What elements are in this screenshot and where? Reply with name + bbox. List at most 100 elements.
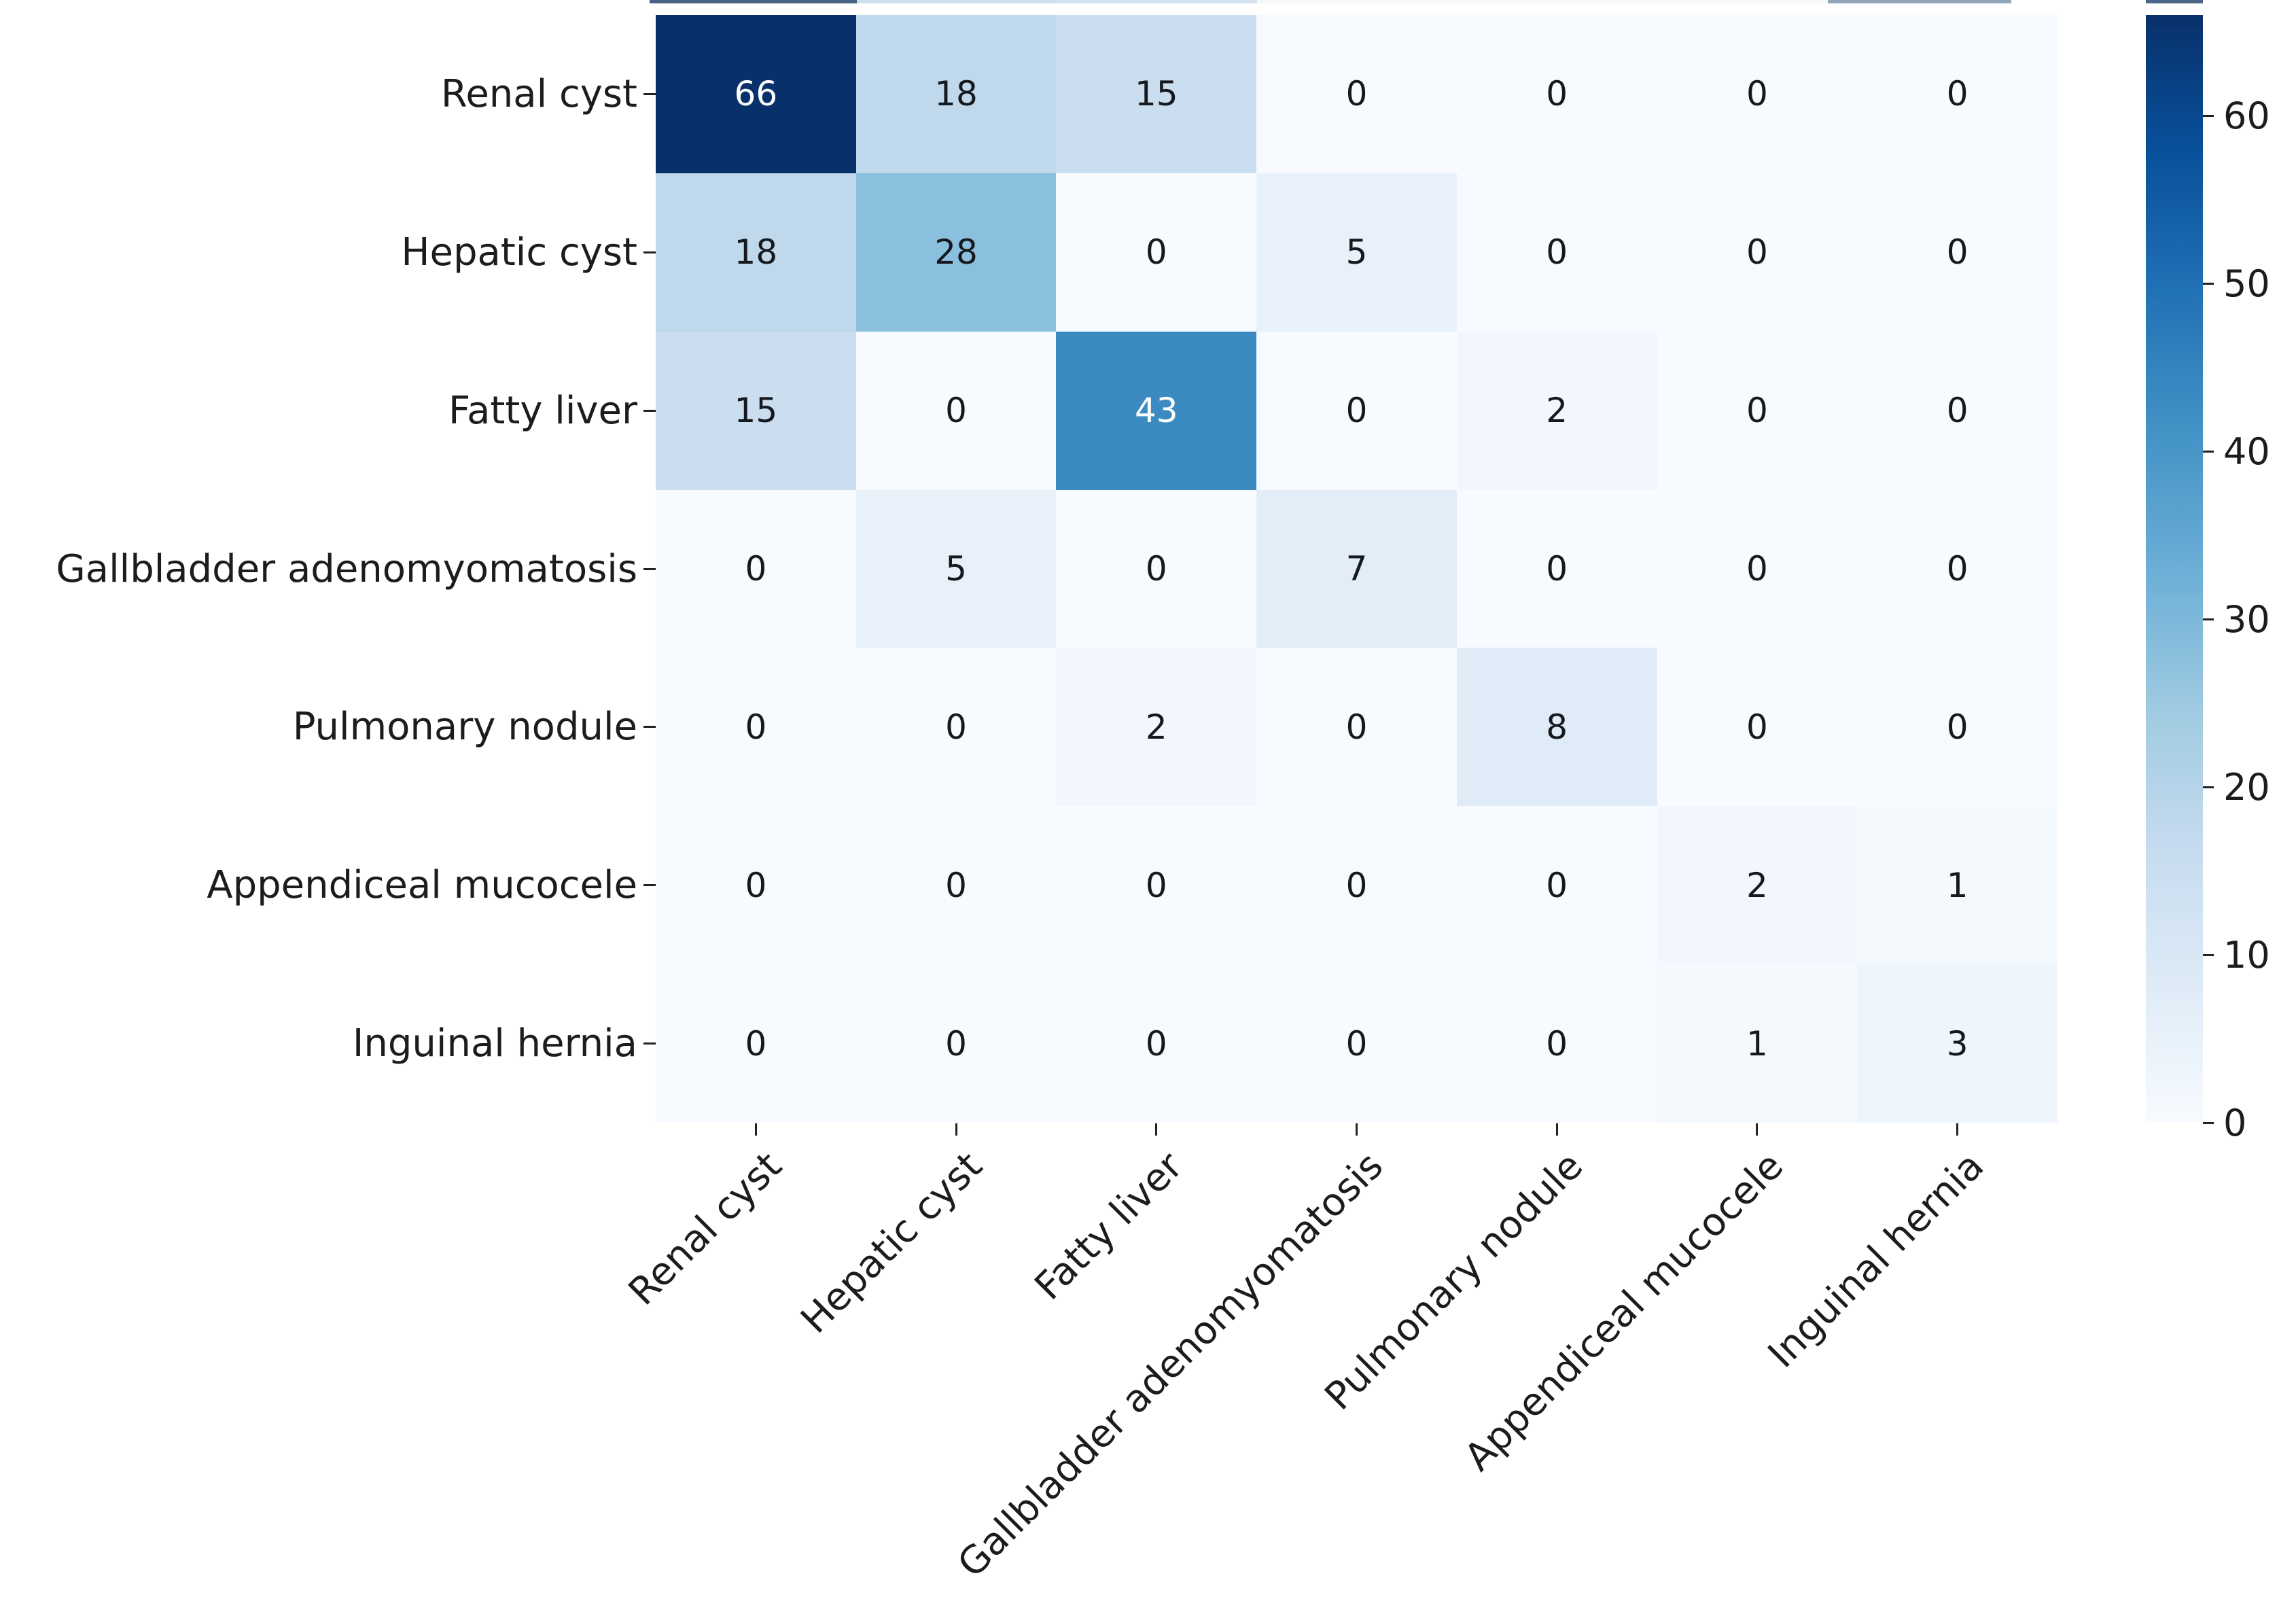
cell-annotation: 0 [1546,865,1568,905]
heatmap-cell: 2 [1657,806,1858,965]
x-axis-label: Hepatic cyst [792,1144,991,1342]
cell-annotation: 0 [1345,74,1368,114]
cropped-top-strip-segment [857,0,1057,3]
colorbar-tick-mark [2203,114,2214,117]
colorbar-tick-mark [2203,1121,2214,1124]
cell-annotation: 1 [1946,865,1968,905]
x-tick-mark [955,1123,957,1136]
colorbar-tick-label: 10 [2223,933,2270,977]
cell-annotation: 0 [1746,74,1768,114]
heatmap-cell: 43 [1056,331,1257,490]
heatmap-cell: 0 [1857,648,2057,807]
heatmap-cell: 0 [1657,489,1858,648]
heatmap-cell: 0 [1857,15,2057,173]
cropped-top-strip-segment [1057,0,1257,3]
cell-annotation: 28 [934,232,978,273]
cell-annotation: 5 [945,548,967,589]
cropped-top-strip-segment [1828,0,2011,3]
cell-annotation: 0 [1345,1023,1368,1064]
y-axis-label: Hepatic cyst [401,230,637,275]
y-tick-mark [643,726,656,729]
heatmap-cell: 1 [1657,964,1858,1123]
heatmap-cell: 0 [1056,173,1257,332]
heatmap-cell: 0 [1456,806,1657,965]
y-tick-mark [643,567,656,570]
heatmap-cell: 0 [1456,964,1657,1123]
heatmap-cell: 18 [656,173,856,332]
heatmap-cell: 28 [855,173,1057,332]
colorbar-tick-label: 40 [2223,429,2270,473]
heatmap-cell: 0 [855,806,1057,965]
cell-annotation: 8 [1546,707,1568,747]
heatmap-cell: 2 [1456,331,1657,490]
heatmap-cell: 2 [1056,648,1257,807]
cell-annotation: 66 [734,74,778,114]
cell-annotation: 18 [734,232,778,273]
heatmap-cell: 0 [1256,15,1457,173]
y-axis-label: Inguinal hernia [352,1021,637,1066]
colorbar-tick-mark [2203,282,2214,285]
heatmap-cell: 8 [1456,648,1657,807]
heatmap-cell: 0 [656,964,856,1123]
heatmap-cell: 15 [1056,15,1257,173]
heatmap-cell: 3 [1857,964,2057,1123]
cell-annotation: 0 [1746,707,1768,747]
cell-annotation: 0 [745,548,767,589]
cell-annotation: 0 [745,707,767,747]
heatmap-cell: 0 [1456,173,1657,332]
heatmap-cell: 0 [1657,173,1858,332]
cell-annotation: 0 [1345,391,1368,431]
heatmap-cell: 0 [1857,331,2057,490]
cell-annotation: 0 [1546,1023,1568,1064]
cell-annotation: 0 [1946,74,1968,114]
cell-annotation: 18 [934,74,978,114]
heatmap-cell: 0 [656,806,856,965]
y-axis-label: Pulmonary nodule [292,705,637,750]
cell-annotation: 0 [1345,707,1368,747]
cell-annotation: 0 [745,865,767,905]
heatmap-cell: 15 [656,331,856,490]
heatmap-cell: 0 [656,648,856,807]
cropped-top-strip-segment [2146,0,2203,3]
colorbar-tick-mark [2203,786,2214,788]
y-tick-mark [643,1042,656,1045]
y-axis-label: Appendiceal mucocele [207,863,637,908]
x-tick-mark [1155,1123,1158,1136]
heatmap-cell: 5 [1256,173,1457,332]
colorbar-tick-mark [2203,953,2214,956]
cell-annotation: 0 [1145,1023,1167,1064]
cell-annotation: 2 [1746,865,1768,905]
heatmap-cell: 0 [1256,331,1457,490]
cell-annotation: 0 [1145,865,1167,905]
heatmap-cell: 0 [855,964,1057,1123]
colorbar-tick-mark [2203,450,2214,453]
heatmap-cell: 0 [855,331,1057,490]
cropped-top-strip-segment [650,0,857,3]
cell-annotation: 0 [1345,865,1368,905]
heatmap-cell: 0 [855,648,1057,807]
colorbar-tick-label: 20 [2223,765,2270,809]
cell-annotation: 0 [1746,391,1768,431]
heatmap-cell: 5 [855,489,1057,648]
cell-annotation: 0 [1546,74,1568,114]
y-axis-label: Renal cyst [440,71,637,116]
x-tick-mark [754,1123,757,1136]
cell-annotation: 43 [1134,391,1178,431]
y-tick-mark [643,409,656,412]
heatmap-cell: 7 [1256,489,1457,648]
cell-annotation: 3 [1946,1023,1968,1064]
colorbar-tick-label: 0 [2223,1101,2247,1144]
cell-annotation: 0 [745,1023,767,1064]
cell-annotation: 0 [1145,232,1167,273]
heatmap-cell: 0 [1256,806,1457,965]
colorbar-tick-label: 60 [2223,94,2270,137]
cell-annotation: 2 [1145,707,1167,747]
x-tick-mark [1356,1123,1358,1136]
x-tick-mark [1555,1123,1558,1136]
cell-annotation: 0 [945,865,967,905]
y-tick-mark [643,92,656,95]
cell-annotation: 0 [1145,548,1167,589]
y-tick-mark [643,251,656,253]
cell-annotation: 0 [1946,232,1968,273]
